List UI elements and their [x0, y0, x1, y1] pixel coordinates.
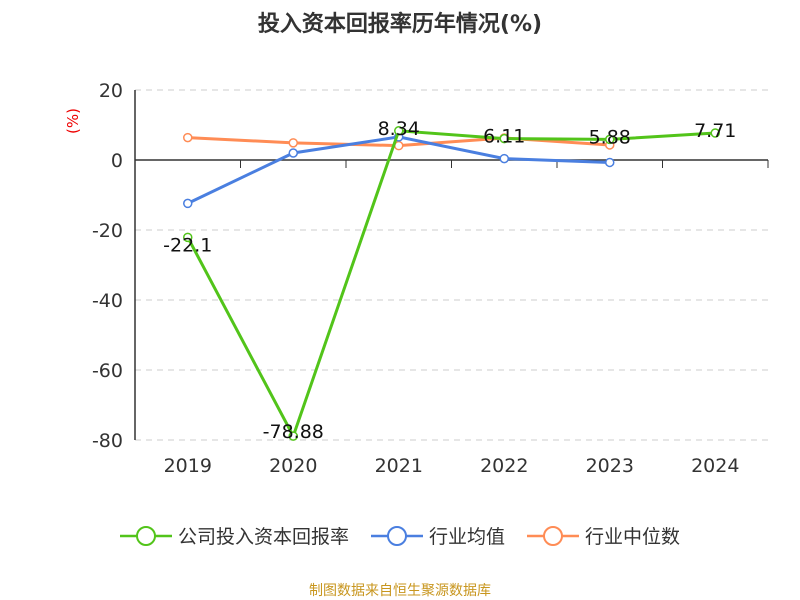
x-tick-label: 2020 — [269, 455, 317, 477]
data-point — [288, 148, 298, 158]
x-tick-label: 2024 — [691, 455, 739, 477]
y-tick-label: -20 — [92, 220, 123, 242]
chart-title: 投入资本回报率历年情况(%) — [257, 12, 543, 37]
data-point — [183, 232, 193, 243]
data-point — [499, 133, 509, 144]
data-point — [605, 134, 615, 145]
data-point — [183, 198, 193, 209]
data-point — [394, 126, 404, 136]
data-label: -22.1 — [163, 234, 212, 256]
y-tick-label: 0 — [111, 150, 123, 172]
data-point — [605, 157, 615, 168]
data-label: 5.88 — [589, 126, 631, 148]
y-tick-label: -60 — [92, 360, 123, 382]
data-point — [288, 431, 298, 441]
data-label: 6.11 — [483, 126, 525, 148]
x-tick-label: 2023 — [586, 455, 634, 477]
data-point — [499, 153, 509, 164]
data-label: 7.71 — [694, 120, 736, 142]
data-point — [183, 132, 193, 143]
data-label: -78.88 — [263, 421, 324, 443]
legend-label: 行业中位数 — [585, 526, 681, 548]
series-line — [186, 129, 716, 440]
legend-item[interactable]: 行业均值 — [370, 522, 505, 549]
x-tick-label: 2019 — [164, 455, 212, 477]
data-label: 8.34 — [378, 118, 420, 140]
source-note: 制图数据来自恒生聚源数据库 — [309, 583, 491, 599]
legend: 公司投入资本回报率 行业均值 行业中位数 — [0, 522, 800, 549]
legend-marker-icon — [119, 525, 172, 546]
legend-marker-icon — [527, 525, 579, 546]
y-tick-label: -80 — [92, 430, 123, 452]
legend-marker-icon — [370, 525, 423, 546]
legend-item[interactable]: 行业中位数 — [527, 522, 680, 549]
legend-item[interactable]: 公司投入资本回报率 — [119, 522, 349, 549]
legend-label: 公司投入资本回报率 — [177, 526, 349, 548]
data-point — [710, 128, 720, 138]
legend-label: 行业均值 — [428, 526, 505, 548]
data-point — [288, 138, 298, 148]
x-tick-label: 2022 — [480, 455, 528, 477]
x-tick-label: 2021 — [375, 455, 423, 477]
y-tick-label: -40 — [92, 290, 123, 312]
y-tick-label: 20 — [99, 80, 123, 102]
